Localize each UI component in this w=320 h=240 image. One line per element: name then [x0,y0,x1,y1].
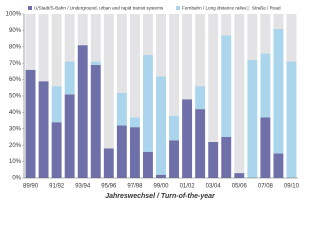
bar-segment [142,14,153,55]
bar-segment [221,35,232,137]
x-tick-label: 03/04 [206,184,222,190]
y-tick-label: 80% [9,44,22,50]
bar-segment [169,115,180,141]
y-tick-label: 10% [9,159,22,165]
bar-segment [156,14,166,77]
bar-segment [169,140,180,178]
y-tick-label: 50% [9,94,22,100]
bar-segment [208,141,219,178]
bar-segment [25,69,36,178]
y-tick-label: 30% [9,126,22,132]
bar-segment [116,14,127,93]
y-tick-label: 100% [6,12,22,18]
bar-segment [25,14,36,70]
bar-segment [234,173,245,178]
bar-segment [234,14,245,174]
legend-swatch [246,6,250,10]
bar-segment [195,14,206,87]
bar-segment [77,45,88,178]
bar-segment [247,14,258,60]
bar-segment [156,76,166,175]
legend-swatch [176,6,180,10]
bar-segment [51,122,62,178]
y-tick-label: 0% [12,176,21,182]
bar-segment [273,153,284,178]
bar-segment [77,14,88,46]
bar-segment [260,53,271,118]
bar-segment [221,137,232,178]
bar-segment [129,117,140,128]
bar-segment [195,86,206,110]
x-tick-label: 09/10 [284,184,300,190]
bar-segment [129,127,140,178]
bar-segment [286,14,297,62]
bar-segment [116,92,127,126]
bar-segment [116,125,127,178]
bar-segment [142,55,153,152]
bar-segment [273,14,284,29]
y-tick-label: 60% [9,77,22,83]
x-tick-label: 07/08 [258,184,274,190]
bar-segment [64,94,75,178]
bar-segment [273,28,284,154]
bar-segment [51,86,62,123]
legend-label: U/Stadt/S-Bahn / Underground, urban and … [34,6,164,11]
bar-segment [221,14,232,36]
bar-segment [182,14,193,100]
x-tick-label: 97/98 [127,184,143,190]
x-tick-label: 89/90 [23,184,39,190]
legend-swatch [28,6,32,10]
chart: Jahreswechsel / Turn-of-the-year 0% 10% 20… [6,6,300,200]
bar-segment [90,14,101,62]
bar-segment [195,109,206,178]
x-tick-label: 91/92 [49,184,65,190]
y-tick-label: 20% [9,143,22,149]
bar-segment [129,14,140,118]
bar-segment [90,61,101,65]
bar-segment [51,14,62,87]
x-tick-label: 05/06 [232,184,248,190]
bar-segment [260,117,271,178]
bar-segment [247,59,258,178]
x-axis-title: Jahreswechsel / Turn-of-the-year [105,193,216,200]
bar-segment [64,61,75,95]
bar-segment [286,61,297,179]
bar-segment [103,148,114,178]
legend-label: Straße / Road [252,6,281,11]
bar-segment [169,14,180,116]
bar-segment [182,99,193,178]
bar-segment [64,14,75,62]
x-tick-label: 99/00 [153,184,169,190]
bar-segment [156,174,166,178]
bar-segment [90,64,101,178]
y-tick-label: 90% [9,28,22,34]
x-tick-label: 93/94 [75,184,91,190]
bar-segment [38,81,49,178]
bar-segment [208,14,219,142]
x-tick-label: 01/02 [180,184,196,190]
y-tick-label: 70% [9,61,22,67]
legend-label: Fernbahn / Long distance railway [182,6,250,11]
x-tick-label: 95/96 [101,184,117,190]
bar-segment [38,14,49,82]
bar-segment [260,14,271,54]
bar-segment [103,14,114,149]
bar-segment [142,151,153,178]
y-tick-label: 40% [9,110,22,116]
